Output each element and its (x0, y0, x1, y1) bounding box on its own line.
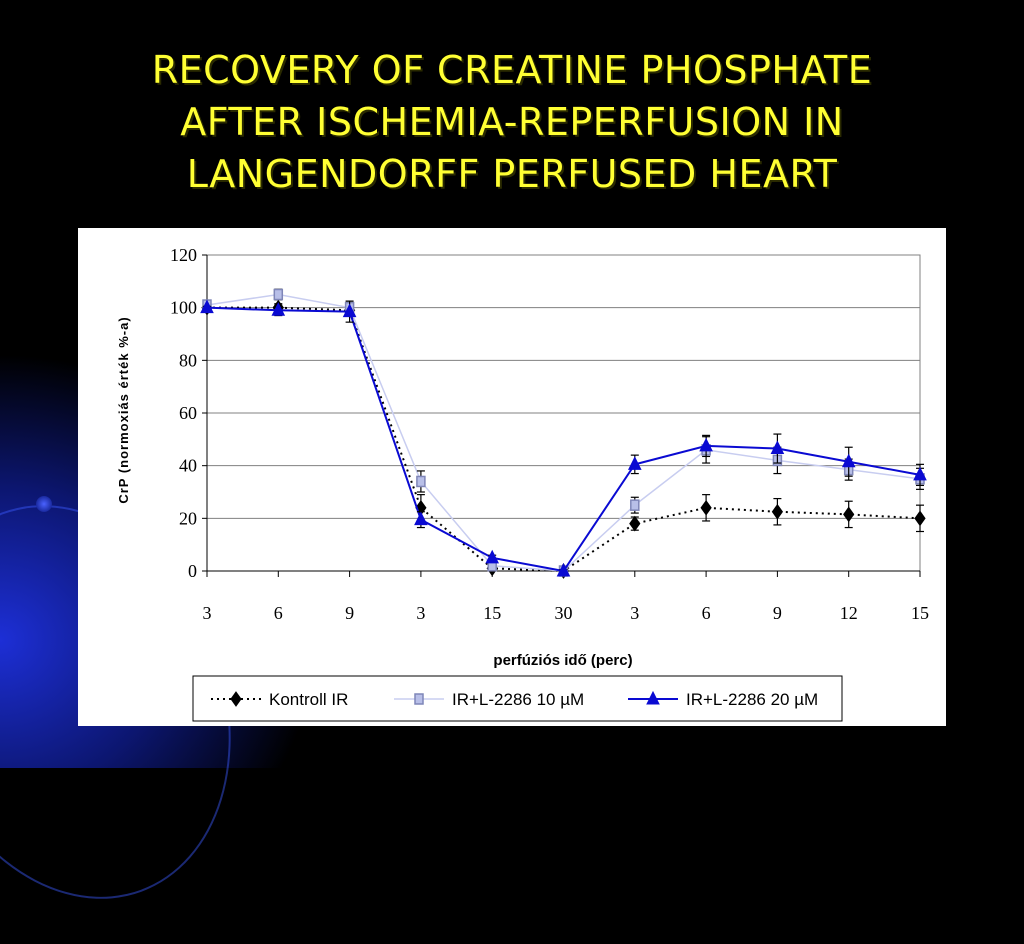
data-point (414, 511, 428, 526)
data-point (416, 475, 426, 488)
data-point (556, 562, 571, 577)
data-point (841, 453, 856, 468)
legend: Kontroll IR IR+L-2286 10 µM IR+L-2286 20 µ… (192, 675, 843, 722)
data-point (770, 440, 785, 455)
data-point (914, 510, 926, 527)
data-point (342, 303, 357, 318)
data-point (200, 299, 214, 314)
y-tick-label: 40 (179, 456, 197, 476)
data-point (627, 456, 642, 470)
series-3 (200, 299, 927, 577)
x-tick-label: 15 (483, 603, 501, 623)
chart-panel: 0 20 40 60 80 100 120 3 6 9 3 15 30 3 6 9 12 15 CrP (norm… (78, 228, 946, 726)
series-2 (202, 288, 925, 577)
background-dot (36, 496, 52, 512)
y-tick-label: 60 (179, 403, 197, 423)
x-tick-label: 3 (630, 603, 639, 623)
legend-marker (414, 693, 424, 705)
data-point (273, 288, 284, 301)
y-tick-label: 120 (170, 245, 197, 265)
data-point (630, 499, 640, 511)
x-tick-label: 12 (840, 603, 858, 623)
series-1 (201, 299, 926, 579)
x-tick-label: 9 (345, 603, 354, 623)
data-point (700, 499, 712, 516)
series-line (206, 306, 921, 573)
legend-label: IR+L-2286 20 µM (686, 690, 818, 709)
data-point (843, 506, 855, 523)
data-point (629, 515, 641, 532)
x-tick-label: 9 (773, 603, 782, 623)
y-tick-label: 80 (179, 350, 197, 370)
y-axis-label: CrP (normoxiás érték %-a) (116, 316, 131, 503)
y-tick-label: 20 (179, 508, 197, 528)
data-point (699, 437, 713, 452)
data-point (771, 503, 784, 520)
legend-marker (230, 691, 242, 707)
y-tick-label: 100 (170, 298, 197, 318)
x-tick-label: 3 (203, 603, 212, 623)
legend-label: Kontroll IR (269, 690, 348, 709)
data-point (913, 466, 927, 481)
data-point (271, 302, 286, 316)
x-tick-label: 15 (911, 603, 929, 623)
x-axis-label: perfúziós idő (perc) (493, 652, 632, 669)
x-tick-label: 3 (416, 603, 425, 623)
legend-marker (646, 690, 660, 705)
slide-title: RECOVERY OF CREATINE PHOSPHATE AFTER ISC… (151, 48, 873, 196)
legend-box (192, 675, 843, 722)
line-chart: 0 20 40 60 80 100 120 3 6 9 3 15 30 3 6 9 12 15 CrP (norm… (116, 245, 929, 722)
x-tick-label: 30 (555, 603, 573, 623)
series-line (207, 306, 921, 573)
legend-label: IR+L-2286 10 µM (452, 690, 584, 709)
series-line (206, 293, 921, 572)
x-tick-label: 6 (702, 603, 711, 623)
x-tick-label: 6 (274, 603, 283, 623)
data-point (485, 549, 500, 564)
y-tick-label: 0 (188, 561, 197, 581)
